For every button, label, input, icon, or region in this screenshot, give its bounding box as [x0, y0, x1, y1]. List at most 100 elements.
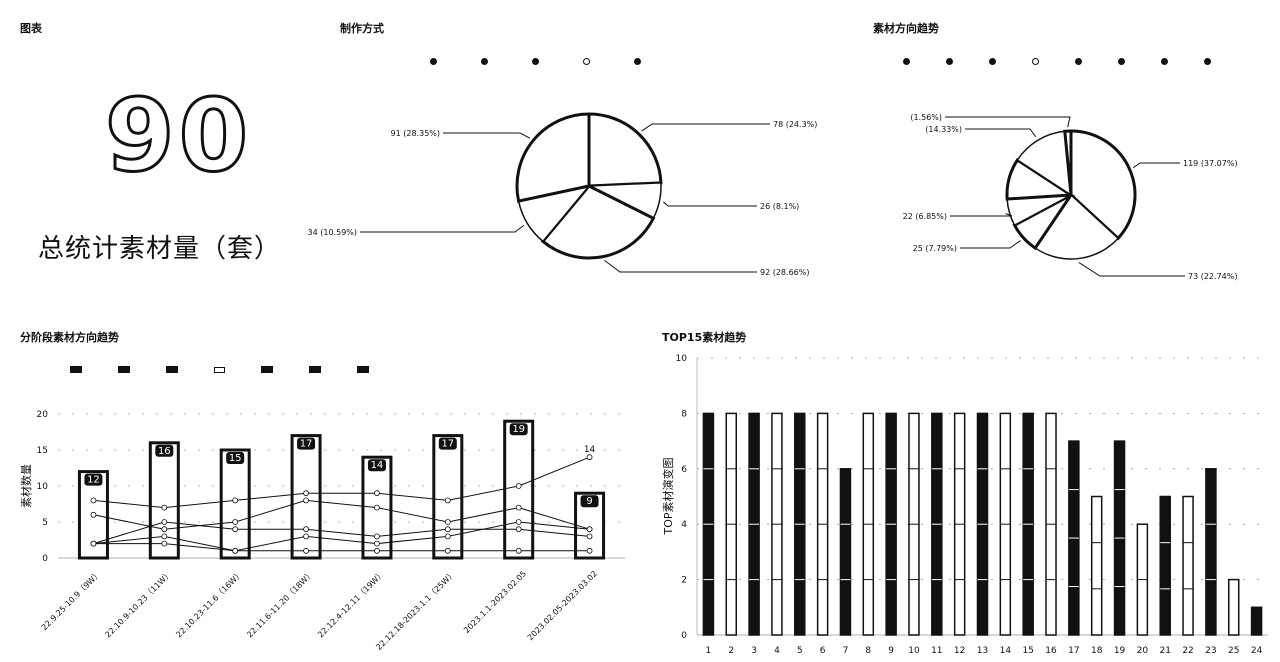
- line-series: [93, 521, 590, 552]
- legend-item[interactable]: [989, 58, 1002, 65]
- line-point: [515, 526, 522, 533]
- legend-item[interactable]: [1075, 58, 1088, 65]
- line-point: [515, 519, 522, 525]
- legend-item[interactable]: [357, 366, 375, 373]
- legend-marker-icon: [532, 58, 539, 65]
- legend-item[interactable]: [214, 366, 231, 373]
- legend-marker-icon: [903, 58, 910, 65]
- x-tick-label: 1: [706, 646, 712, 656]
- stack-bar: [1227, 578, 1240, 636]
- stack-bar: [1159, 495, 1171, 636]
- bar: [219, 448, 251, 560]
- line-point: [586, 533, 593, 540]
- legend-marker-icon: [261, 366, 273, 373]
- line-point: [444, 533, 451, 540]
- legend-marker-icon: [70, 366, 82, 373]
- x-tick-label: 21: [1159, 646, 1170, 656]
- pie-slice: [1069, 129, 1137, 241]
- line-point: [374, 547, 380, 554]
- bar-value-badge: [297, 437, 316, 450]
- legend-item[interactable]: [1118, 58, 1131, 65]
- stack-bar: [1090, 495, 1103, 636]
- line-point: [444, 497, 451, 504]
- x-tick-label: 18: [1091, 646, 1103, 656]
- bar-value-label: 14: [371, 460, 384, 471]
- pie-slice-label: 26 (8.1%): [760, 202, 799, 211]
- line-point: [303, 547, 309, 554]
- line-point: [444, 526, 451, 533]
- x-tick-label: 9: [888, 646, 894, 656]
- legend-marker-icon: [214, 366, 225, 373]
- stack-bar: [1205, 468, 1217, 636]
- pie1-legend[interactable]: [430, 58, 790, 65]
- line-series: [93, 456, 590, 509]
- line-point: [303, 526, 309, 533]
- x-tick-label: 14: [1000, 646, 1012, 656]
- legend-marker-icon: [989, 58, 996, 65]
- legend-item[interactable]: [1032, 58, 1045, 65]
- y-tick-label: 0: [681, 631, 687, 641]
- legend-item[interactable]: [430, 58, 443, 65]
- legend-item[interactable]: [481, 58, 494, 65]
- y-tick-label: 8: [681, 409, 687, 419]
- line-point: [374, 533, 380, 540]
- x-tick-label: 2: [728, 646, 734, 656]
- line-point: [374, 504, 380, 511]
- legend-item[interactable]: [309, 366, 327, 373]
- legend-item[interactable]: [903, 58, 916, 65]
- legend-item[interactable]: [583, 58, 596, 65]
- legend-item[interactable]: [1204, 58, 1217, 65]
- x-tick-label: 5: [797, 646, 803, 656]
- x-tick-label: 24: [1251, 646, 1263, 656]
- bar-value-badge: [580, 495, 599, 508]
- legend-item[interactable]: [634, 58, 647, 65]
- pie-slice-label: 73 (22.74%): [1188, 272, 1237, 281]
- legend-item[interactable]: [261, 366, 279, 373]
- legend-marker-icon: [118, 366, 130, 373]
- pie-slice: [515, 112, 591, 203]
- x-tick-label: 10: [908, 646, 920, 656]
- line-point: [515, 547, 522, 554]
- bar-value-label: 12: [87, 475, 100, 486]
- pie-slice-label: 119 (37.07%): [1183, 159, 1238, 168]
- line-point: [515, 483, 522, 489]
- y-tick-label: 10: [37, 482, 49, 492]
- line-point: [161, 519, 168, 525]
- legend-item[interactable]: [166, 366, 184, 373]
- pie-slice-label: 25 (7.79%): [913, 244, 957, 253]
- line-point: [374, 490, 380, 497]
- legend-item[interactable]: [70, 366, 88, 373]
- line-point: [444, 547, 451, 554]
- pie-leader-line: [960, 240, 1021, 249]
- pie1-title: 制作方式: [340, 22, 384, 35]
- x-tick-label: 20: [1137, 646, 1149, 656]
- pie-slice: [587, 112, 663, 188]
- y-tick-label: 20: [37, 410, 49, 420]
- y-tick-label: 5: [42, 518, 48, 528]
- x-tick-label: 3: [751, 646, 757, 656]
- pie-leader-line: [641, 123, 770, 132]
- legend-item[interactable]: [946, 58, 959, 65]
- line-series: [93, 543, 590, 552]
- pie-leader-line: [950, 213, 1013, 217]
- bar-value-label: 17: [441, 439, 454, 450]
- line-series: [93, 499, 590, 530]
- combo-legend[interactable]: [70, 366, 610, 373]
- pie2-title: 素材方向趋势: [873, 22, 939, 35]
- line-point: [586, 526, 593, 533]
- legend-item[interactable]: [118, 366, 136, 373]
- legend-item[interactable]: [1161, 58, 1174, 65]
- line-point: [586, 547, 593, 554]
- pie-slice-label: 22 (6.85%): [903, 212, 947, 221]
- pie-leader-line: [1078, 262, 1185, 277]
- x-tick-label: 4: [774, 646, 780, 656]
- bar-value-badge: [438, 437, 457, 450]
- pie-slice-label: (1.56%): [910, 113, 942, 122]
- legend-marker-icon: [166, 366, 178, 373]
- pie-leader-line: [1132, 162, 1180, 169]
- pie2-legend[interactable]: [903, 58, 1263, 65]
- x-tick-label: 22: [1182, 646, 1193, 656]
- legend-item[interactable]: [532, 58, 545, 65]
